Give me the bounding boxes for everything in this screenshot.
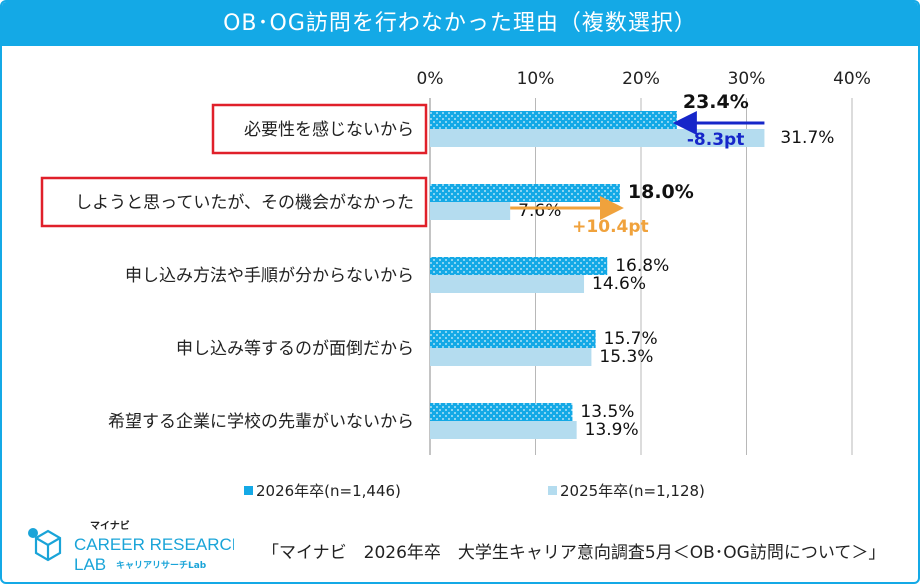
x-tick-label: 30% — [728, 69, 766, 89]
value-label-2026: 15.7% — [604, 329, 658, 349]
legend-label: 2026年卒(n=1,446) — [256, 482, 401, 500]
logo-katakana: マイナビ — [90, 520, 130, 532]
value-label-2025: 13.9% — [585, 420, 639, 440]
value-label-2025: 7.6% — [518, 201, 561, 221]
value-label-2026: 13.5% — [580, 402, 634, 422]
value-label-2025: 14.6% — [592, 274, 646, 294]
category-label: 希望する企業に学校の先輩がいないから — [108, 412, 414, 432]
logo-line2: LAB — [74, 555, 106, 574]
category-label: しようと思っていたが、その機会がなかった — [75, 193, 414, 213]
legend-label: 2025年卒(n=1,128) — [560, 482, 705, 500]
chart-title: OB･OG訪問を行わなかった理由（複数選択） — [2, 2, 918, 46]
x-tick-label: 0% — [417, 69, 444, 89]
value-label-2025: 31.7% — [780, 128, 834, 148]
x-tick-label: 20% — [622, 69, 660, 89]
legend-swatch — [244, 486, 253, 495]
bar-2025 — [430, 202, 511, 220]
logo-line1: CAREER RESEARCH — [74, 535, 234, 554]
logo-dot-icon — [28, 528, 38, 538]
value-label-2026: 23.4% — [683, 91, 749, 113]
value-label-2026: 16.8% — [615, 256, 669, 276]
bar-2025 — [430, 421, 577, 439]
category-label: 申し込み等するのが面倒だから — [176, 339, 414, 359]
bar-2026 — [430, 403, 573, 421]
value-label-2025: 15.3% — [599, 347, 653, 367]
bar-2025 — [430, 275, 585, 293]
bar-2026 — [430, 184, 620, 202]
category-highlight-box — [211, 103, 428, 155]
cube-icon — [34, 529, 62, 562]
category-label: 申し込み方法や手順が分からないから — [125, 266, 414, 286]
bar-2025 — [430, 348, 592, 366]
category-label: 必要性を感じないから — [244, 120, 414, 140]
legend-swatch — [548, 486, 557, 495]
source-note: 「マイナビ 2026年卒 大学生キャリア意向調査5月＜OB･OG訪問について＞」 — [262, 543, 886, 563]
change-label-down: -8.3pt — [687, 130, 744, 150]
value-label-2026: 18.0% — [628, 181, 694, 203]
category-highlight-box — [40, 176, 428, 228]
bar-2026 — [430, 257, 608, 275]
x-tick-label: 40% — [833, 69, 871, 89]
logo-sub: キャリアリサーチLab — [116, 560, 207, 571]
career-research-lab-logo: マイナビ CAREER RESEARCH LAB キャリアリサーチLab — [28, 520, 234, 574]
change-label-up: +10.4pt — [572, 217, 648, 237]
x-tick-label: 10% — [517, 69, 555, 89]
bar-2026 — [430, 330, 596, 348]
bar-2026 — [430, 111, 677, 129]
